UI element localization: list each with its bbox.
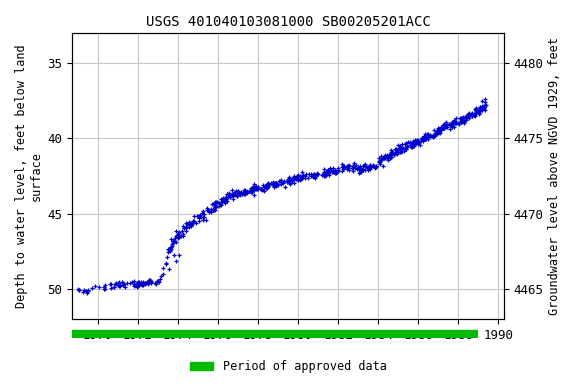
Title: USGS 401040103081000 SB00205201ACC: USGS 401040103081000 SB00205201ACC	[146, 15, 430, 29]
Legend: Period of approved data: Period of approved data	[185, 356, 391, 378]
Y-axis label: Groundwater level above NGVD 1929, feet: Groundwater level above NGVD 1929, feet	[548, 37, 561, 315]
Y-axis label: Depth to water level, feet below land
surface: Depth to water level, feet below land su…	[15, 45, 43, 308]
